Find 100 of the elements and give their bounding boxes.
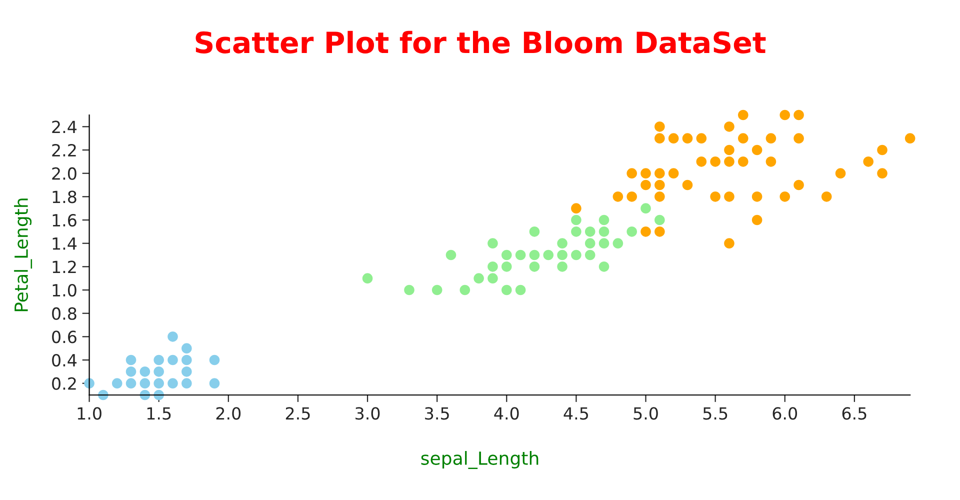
point bbox=[752, 214, 762, 226]
point bbox=[654, 122, 665, 132]
point bbox=[209, 354, 220, 366]
point bbox=[432, 284, 442, 296]
point bbox=[140, 366, 150, 377]
point bbox=[626, 192, 637, 202]
point bbox=[654, 133, 665, 144]
point bbox=[877, 168, 888, 178]
x-tick-label: 4.5 bbox=[564, 407, 588, 420]
x-axis-title: sepal_Length bbox=[421, 451, 538, 469]
point bbox=[112, 378, 122, 388]
y-tick-label: 2.4 bbox=[52, 120, 77, 133]
point bbox=[626, 226, 637, 237]
point bbox=[488, 273, 498, 284]
point bbox=[154, 378, 164, 388]
point bbox=[154, 354, 164, 366]
point bbox=[724, 192, 734, 202]
y-tick-label: 0.4 bbox=[52, 354, 77, 367]
point bbox=[780, 192, 790, 202]
x-tick-label: 4.0 bbox=[494, 407, 519, 420]
point bbox=[904, 133, 916, 144]
point bbox=[835, 168, 846, 178]
point bbox=[126, 366, 136, 377]
point bbox=[557, 238, 568, 248]
point bbox=[501, 250, 512, 260]
point bbox=[126, 354, 136, 366]
x-tick-label: 5.5 bbox=[703, 407, 728, 420]
x-tick-label: 6.5 bbox=[842, 407, 866, 420]
point bbox=[766, 133, 776, 144]
point bbox=[668, 168, 679, 178]
y-tick-label: 1.6 bbox=[52, 214, 76, 227]
point bbox=[794, 180, 804, 190]
x-tick-label: 2.5 bbox=[286, 407, 310, 420]
point bbox=[654, 180, 665, 190]
point bbox=[612, 192, 624, 202]
point bbox=[766, 156, 776, 167]
point bbox=[571, 203, 582, 214]
point bbox=[794, 110, 804, 120]
point bbox=[724, 144, 734, 156]
point bbox=[154, 366, 164, 377]
y-tick-label: 1.8 bbox=[52, 190, 76, 204]
point bbox=[168, 354, 178, 366]
chart-title: Scatter Plot for the Bloom DataSet bbox=[196, 30, 766, 54]
point bbox=[515, 284, 526, 296]
point bbox=[752, 192, 762, 202]
point bbox=[598, 238, 610, 248]
point bbox=[626, 168, 637, 178]
point bbox=[598, 214, 610, 226]
point bbox=[584, 250, 596, 260]
point bbox=[724, 156, 734, 167]
x-tick-label: 3.5 bbox=[425, 407, 449, 420]
point bbox=[182, 378, 192, 388]
point bbox=[654, 226, 665, 237]
point bbox=[557, 250, 568, 260]
y-tick-label: 0.2 bbox=[52, 377, 76, 390]
point bbox=[182, 343, 192, 354]
x-tick-label: 3.0 bbox=[356, 407, 380, 420]
x-tick-label: 5.0 bbox=[634, 407, 658, 420]
point bbox=[724, 238, 734, 248]
point bbox=[598, 262, 610, 272]
x-tick-label: 1.0 bbox=[78, 407, 102, 420]
point bbox=[557, 262, 568, 272]
y-tick-label: 0.6 bbox=[52, 330, 76, 344]
point bbox=[126, 378, 136, 388]
point bbox=[738, 110, 748, 120]
point bbox=[640, 226, 651, 237]
point bbox=[460, 284, 470, 296]
point bbox=[584, 238, 596, 248]
y-tick-label: 1.4 bbox=[52, 238, 77, 250]
point bbox=[640, 203, 651, 214]
point bbox=[529, 226, 540, 237]
point bbox=[501, 284, 512, 296]
point bbox=[682, 133, 693, 144]
point bbox=[752, 144, 762, 156]
point bbox=[654, 192, 665, 202]
point bbox=[571, 214, 582, 226]
point bbox=[598, 226, 610, 237]
y-tick-label: 2.0 bbox=[52, 167, 76, 180]
point bbox=[488, 262, 498, 272]
point bbox=[209, 378, 220, 388]
point bbox=[640, 168, 651, 178]
point bbox=[543, 250, 554, 260]
point bbox=[571, 226, 582, 237]
point bbox=[584, 226, 596, 237]
point bbox=[182, 366, 192, 377]
point bbox=[474, 273, 484, 284]
point bbox=[488, 238, 498, 248]
point bbox=[404, 284, 414, 296]
point bbox=[182, 354, 192, 366]
y-axis-title: Petal_Length bbox=[14, 198, 32, 312]
point bbox=[529, 262, 540, 272]
point bbox=[640, 180, 651, 190]
point bbox=[612, 238, 624, 248]
point bbox=[738, 156, 748, 167]
point bbox=[571, 250, 582, 260]
x-tick-label: 6.0 bbox=[772, 407, 798, 420]
point bbox=[738, 133, 748, 144]
point bbox=[501, 262, 512, 272]
point bbox=[446, 250, 456, 260]
x-tick-label: 2.0 bbox=[216, 407, 241, 420]
